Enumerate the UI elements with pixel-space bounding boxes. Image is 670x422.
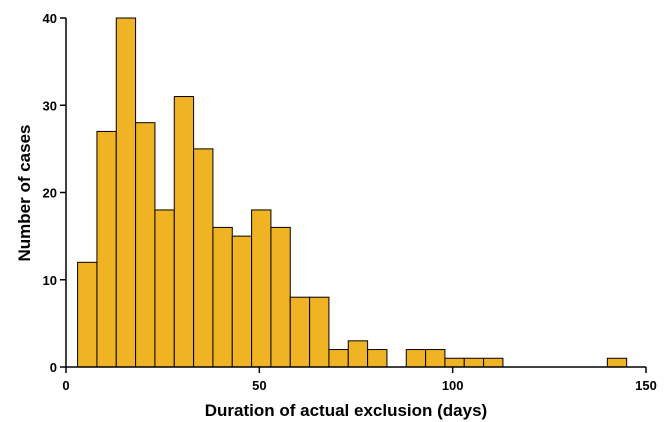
- histogram-bar: [193, 148, 214, 368]
- x-tick-label: 150: [635, 378, 657, 393]
- histogram-bar: [444, 357, 465, 368]
- x-ticks-group: 0 50 100 150: [62, 367, 657, 393]
- x-tick-label: 100: [442, 378, 464, 393]
- histogram-bar: [115, 17, 137, 368]
- histogram-bar: [309, 296, 330, 368]
- histogram-bar: [328, 349, 349, 368]
- histogram-bar: [270, 226, 291, 368]
- y-tick-label: 30: [43, 98, 57, 113]
- histogram-bar: [173, 96, 195, 368]
- histogram-bar: [425, 349, 446, 368]
- histogram-bar: [606, 357, 628, 368]
- x-axis-title: Duration of actual exclusion (days): [205, 401, 487, 420]
- bars-group: [77, 17, 628, 368]
- histogram-bar: [135, 122, 156, 368]
- histogram-bar: [367, 349, 388, 368]
- histogram-bar: [483, 357, 504, 368]
- histogram-bar: [231, 235, 253, 368]
- histogram-bar: [212, 226, 233, 368]
- histogram-bar: [463, 357, 485, 368]
- histogram-bar: [405, 349, 427, 368]
- x-tick-label: 50: [252, 378, 266, 393]
- y-tick-label: 0: [50, 360, 57, 375]
- histogram-bar: [154, 209, 175, 368]
- histogram-bar: [347, 340, 369, 368]
- x-tick-label: 0: [62, 378, 69, 393]
- histogram-bar: [96, 130, 117, 368]
- histogram-bar: [77, 261, 98, 368]
- y-ticks-group: 0 10 20 30 40: [43, 11, 66, 375]
- histogram-bar: [251, 209, 272, 368]
- y-tick-label: 20: [43, 186, 57, 201]
- histogram-bar: [289, 296, 311, 368]
- y-tick-label: 40: [43, 11, 57, 26]
- y-tick-label: 10: [43, 273, 57, 288]
- y-axis-title: Number of cases: [15, 125, 34, 262]
